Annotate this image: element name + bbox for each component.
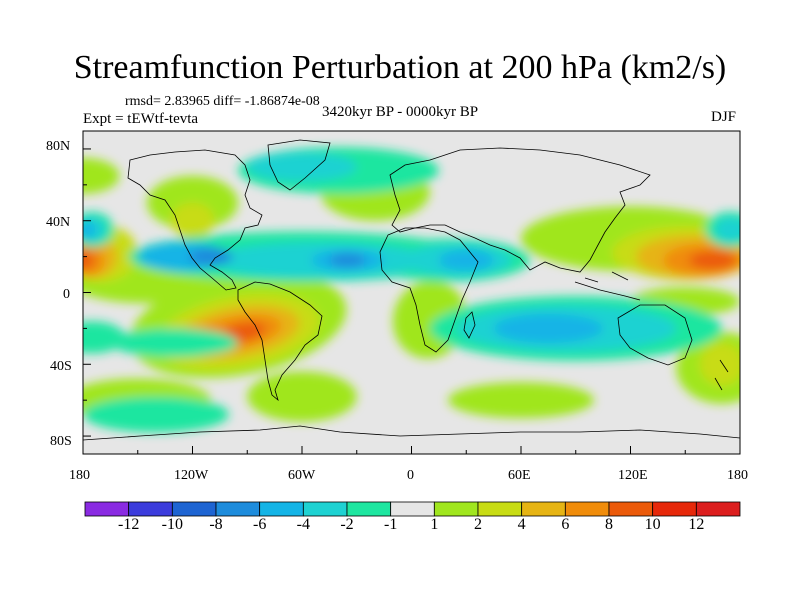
colorbar-label: 8 bbox=[605, 516, 613, 533]
contour-field bbox=[83, 147, 740, 433]
stats-text: rmsd= 2.83965 diff= -1.86874e-08 bbox=[125, 94, 320, 109]
colorbar-label: 12 bbox=[688, 516, 705, 533]
lon-label-60e: 60E bbox=[508, 468, 531, 483]
colorbar-swatch bbox=[302, 501, 348, 517]
africa-coastline bbox=[379, 227, 479, 353]
colorbar-swatch bbox=[433, 501, 479, 517]
contour-region bbox=[83, 251, 94, 270]
colorbar-swatch bbox=[521, 501, 566, 517]
lon-label-60w: 60W bbox=[288, 468, 316, 483]
period-label: 3420kyr BP - 0000kyr BP bbox=[322, 104, 479, 120]
lat-label-40n: 40N bbox=[46, 215, 71, 230]
colorbar-swatch bbox=[215, 501, 261, 517]
north-america-coastline bbox=[127, 149, 263, 291]
lon-label-180w: 180 bbox=[69, 468, 90, 483]
colorbar-label: 1 bbox=[430, 516, 439, 533]
colorbar-label: -1 bbox=[383, 516, 398, 533]
colorbar-swatch bbox=[477, 501, 523, 517]
antarctica-coastline bbox=[83, 425, 740, 441]
axis-ticks bbox=[82, 148, 741, 454]
lat-label-80s: 80S bbox=[50, 434, 72, 449]
lon-label-180e: 180 bbox=[727, 468, 748, 483]
lat-label-80n: 80N bbox=[46, 139, 71, 154]
eurasia-coastline bbox=[389, 147, 651, 273]
experiment-label: Expt = tEWtf-tevta bbox=[83, 111, 199, 127]
contour-region bbox=[493, 314, 604, 343]
colorbar-label: -12 bbox=[117, 516, 140, 533]
contour-region bbox=[146, 175, 239, 230]
colorbar-label: 4 bbox=[517, 516, 526, 533]
lon-label-0: 0 bbox=[407, 468, 414, 483]
colorbar-swatch bbox=[564, 501, 610, 517]
madagascar-coastline bbox=[463, 311, 476, 339]
colorbar-label: 10 bbox=[644, 516, 661, 533]
colorbar-label: -6 bbox=[252, 516, 267, 533]
contour-region bbox=[714, 217, 740, 243]
maritime-continent-coastline bbox=[574, 271, 641, 301]
contour-region bbox=[329, 253, 366, 268]
contour-region bbox=[170, 202, 215, 239]
greenland-coastline bbox=[267, 139, 331, 191]
colorbar-swatch bbox=[390, 501, 435, 517]
colorbar-swatch bbox=[346, 501, 392, 517]
colorbar-label: -8 bbox=[209, 516, 223, 533]
lon-label-120w: 120W bbox=[174, 468, 209, 483]
colorbar-label: -4 bbox=[296, 516, 310, 533]
south-america-coastline bbox=[237, 281, 323, 402]
contour-region bbox=[83, 220, 96, 239]
coastlines bbox=[83, 139, 740, 441]
contour-region bbox=[110, 328, 239, 358]
colorbar-swatch bbox=[608, 501, 654, 517]
colorbar-swatch bbox=[84, 501, 130, 517]
colorbar-swatch bbox=[652, 501, 697, 517]
colorbar-swatch bbox=[128, 501, 173, 517]
colorbar-label: -10 bbox=[161, 516, 183, 533]
new-zealand-coastline bbox=[714, 359, 729, 391]
lon-label-120e: 120E bbox=[618, 468, 648, 483]
contour-region bbox=[448, 382, 594, 419]
lat-label-40s: 40S bbox=[50, 359, 72, 374]
colorbar-label: -2 bbox=[340, 516, 354, 533]
contour-region bbox=[188, 247, 233, 266]
contour-region bbox=[688, 251, 737, 270]
contour-region bbox=[221, 322, 266, 342]
season-label: DJF bbox=[711, 109, 737, 125]
colorbar-swatch bbox=[259, 501, 304, 517]
contour-region bbox=[438, 249, 494, 271]
contour-region bbox=[699, 342, 740, 386]
colorbar-label: 6 bbox=[561, 516, 570, 533]
chart-title: Streamfunction Perturbation at 200 hPa (… bbox=[73, 49, 727, 86]
contour-region bbox=[247, 371, 357, 422]
contour-region bbox=[83, 396, 229, 433]
contour-region bbox=[83, 321, 125, 354]
contour-region bbox=[247, 152, 357, 182]
colorbar-swatch bbox=[171, 501, 217, 517]
lat-label-0: 0 bbox=[63, 287, 70, 302]
colorbar-swatch bbox=[695, 501, 741, 517]
colorbar-label: 2 bbox=[474, 516, 482, 533]
contour-region bbox=[83, 157, 120, 194]
colorbar bbox=[84, 501, 741, 517]
australia-coastline bbox=[617, 304, 693, 366]
